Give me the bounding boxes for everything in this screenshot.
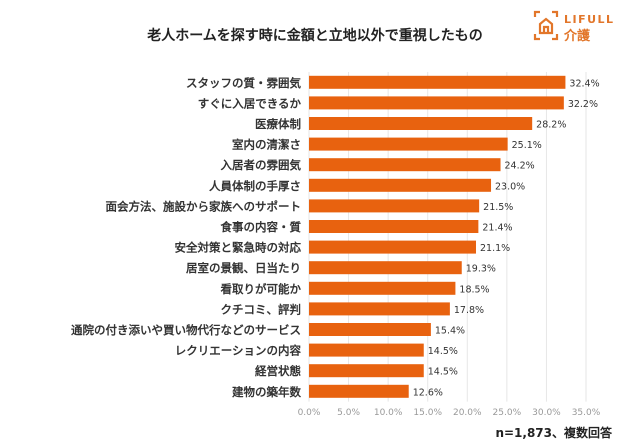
bar	[309, 261, 462, 275]
bar	[309, 220, 479, 233]
x-tick-label: 5.0%	[337, 408, 360, 418]
category-label: 経営状態	[255, 364, 301, 378]
house-icon	[533, 10, 559, 41]
data-label: 19.3%	[466, 264, 496, 275]
category-label: 入居者の雰囲気	[221, 158, 302, 172]
bar	[309, 117, 533, 130]
bar	[309, 178, 492, 192]
category-label: 建物の築年数	[232, 385, 301, 399]
chart-title: 老人ホームを探す時に金額と立地以外で重視したもの	[147, 28, 483, 44]
category-label: スタッフの質・雰囲気	[186, 76, 301, 90]
bar	[309, 323, 431, 336]
bar	[309, 137, 508, 151]
data-label: 17.8%	[454, 305, 484, 316]
data-label: 23.0%	[495, 181, 525, 192]
category-label: 食事の内容・質	[221, 220, 302, 234]
bar	[309, 240, 476, 254]
data-label: 28.2%	[536, 120, 566, 131]
category-label: 医療体制	[255, 117, 301, 131]
category-label: 人員体制の手厚さ	[209, 179, 301, 193]
x-tick-label: 0.0%	[298, 408, 321, 418]
category-label: 安全対策と緊急時の対応	[175, 241, 302, 255]
data-label: 18.5%	[459, 284, 489, 295]
category-label: 通院の付き添いや買い物代行などのサービス	[71, 323, 301, 337]
data-label: 15.4%	[435, 326, 465, 337]
category-label: 室内の清潔さ	[232, 138, 301, 152]
category-label: 居室の景観、日当たり	[186, 261, 301, 275]
x-tick-label: 20.0%	[453, 408, 482, 418]
data-label: 21.1%	[480, 243, 510, 254]
category-label: 面会方法、施設から家族へのサポート	[106, 199, 302, 213]
category-label: すぐに入居できるか	[198, 96, 302, 110]
x-tick-label: 10.0%	[374, 408, 403, 418]
data-label: 12.6%	[413, 387, 443, 398]
category-label: レクリエーションの内容	[175, 344, 302, 358]
bar	[309, 75, 566, 89]
data-label: 14.5%	[428, 346, 458, 357]
data-label: 32.4%	[569, 78, 599, 89]
category-label: 看取りが可能か	[220, 282, 302, 296]
x-tick-label: 30.0%	[532, 408, 561, 418]
lifull-logo: LIFULL 介護	[533, 10, 615, 44]
x-tick-label: 35.0%	[572, 408, 601, 418]
data-label: 32.2%	[568, 99, 598, 110]
category-label: クチコミ、評判	[221, 302, 302, 316]
bar	[309, 199, 480, 213]
bar	[309, 96, 564, 110]
bar	[309, 384, 409, 398]
data-label: 14.5%	[428, 367, 458, 378]
data-label: 24.2%	[505, 161, 535, 172]
bar	[309, 158, 501, 172]
data-label: 25.1%	[512, 140, 542, 151]
x-tick-label: 15.0%	[413, 408, 442, 418]
bar	[309, 343, 424, 357]
sample-note: n=1,873、複数回答	[495, 426, 612, 440]
bar	[309, 364, 424, 378]
bar	[309, 302, 450, 316]
logo-text-ja: 介護	[563, 28, 591, 44]
data-label: 21.5%	[483, 202, 513, 213]
x-tick-label: 25.0%	[493, 408, 522, 418]
data-label: 21.4%	[482, 223, 512, 234]
logo-text-en: LIFULL	[564, 13, 615, 26]
bar	[309, 281, 456, 295]
